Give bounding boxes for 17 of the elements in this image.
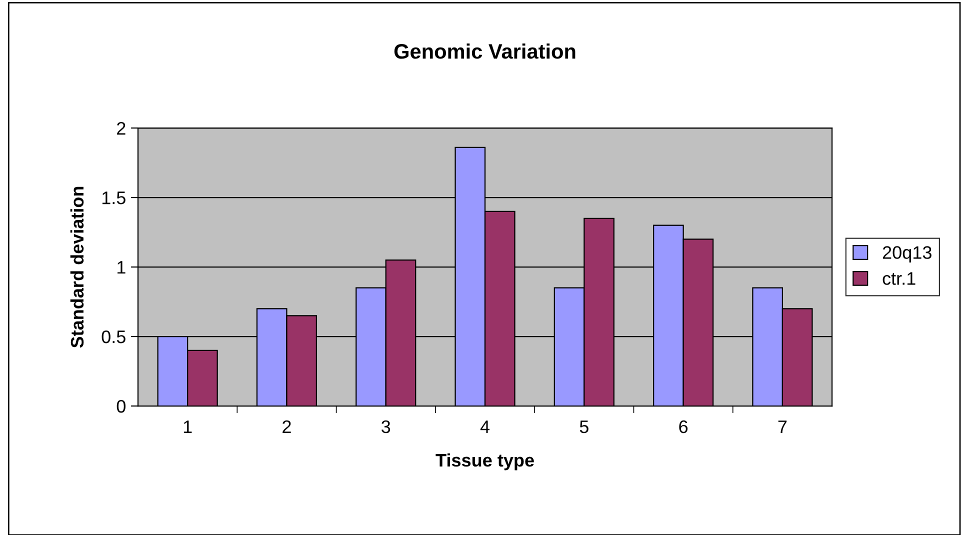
legend-label: 20q13 [882, 246, 932, 263]
x-tick-label: 4 [480, 420, 490, 433]
x-tick-label: 2 [282, 420, 291, 433]
chart-title: Genomic Variation [394, 43, 576, 59]
legend-label: ctr.1 [882, 272, 916, 285]
x-tick-label: 3 [382, 420, 390, 434]
x-tick-label: 7 [778, 420, 787, 433]
x-tick-label: 6 [679, 420, 688, 434]
y-tick-label: 0.5 [102, 330, 126, 344]
x-axis-title: Tissue type [436, 453, 534, 470]
y-tick-label: 0 [116, 400, 126, 413]
x-tick-label: 5 [580, 420, 588, 434]
y-axis-title: Standard deviation [70, 186, 84, 348]
y-tick-label: 2 [117, 122, 126, 135]
y-tick-label: 1.5 [102, 192, 126, 204]
x-tick-label: 1 [184, 420, 192, 433]
y-tick-label: 1 [118, 261, 126, 274]
